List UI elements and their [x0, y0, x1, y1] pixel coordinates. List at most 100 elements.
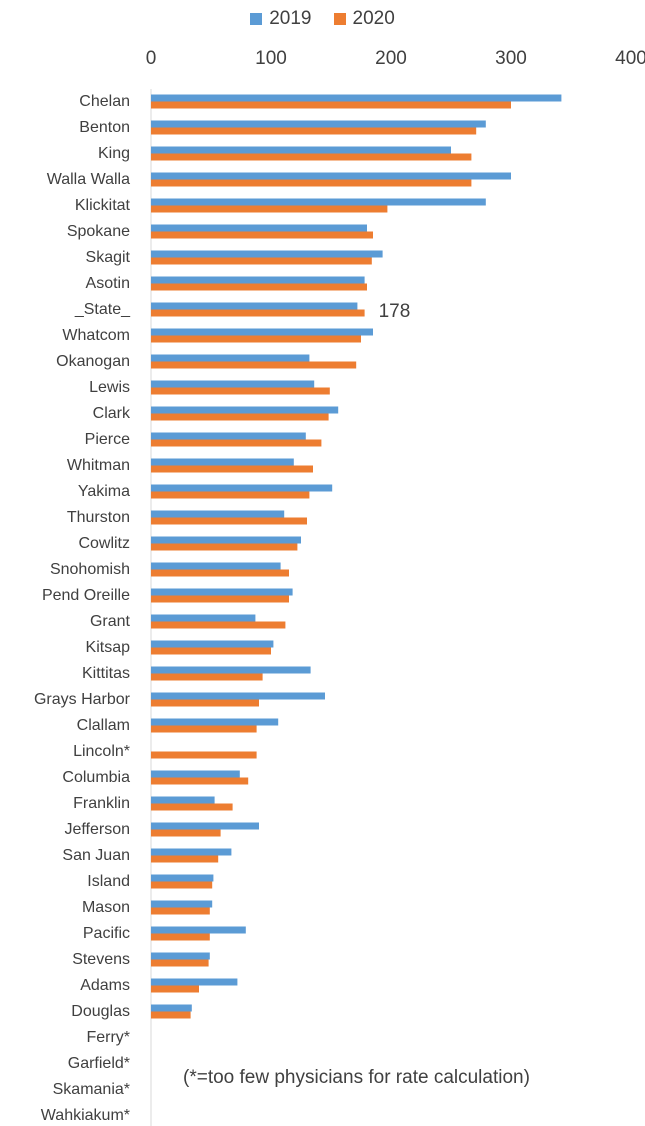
bar-2019 [151, 94, 562, 102]
bar-2019 [151, 588, 293, 596]
legend-item-2019[interactable]: 2019 [250, 8, 312, 30]
bar-2020 [151, 751, 257, 759]
bar-2020 [151, 985, 199, 993]
category-label: Pend Oreille [42, 587, 130, 604]
category-label: Kitsap [86, 639, 131, 656]
bar-2019 [151, 718, 279, 726]
bar-2020 [151, 907, 210, 915]
bar-2019 [151, 458, 294, 466]
bar-2019 [151, 354, 310, 362]
bar-2020 [151, 387, 330, 395]
bar-2019 [151, 172, 511, 180]
bar-2019 [151, 146, 451, 154]
bar-2020 [151, 335, 361, 343]
category-label: Island [87, 873, 130, 890]
chart-legend: 2019 2020 [0, 6, 645, 32]
bar-2020 [151, 101, 511, 109]
category-label: Benton [79, 119, 130, 136]
bar-2020 [151, 699, 259, 707]
chart-footnote: (*=too few physicians for rate calculati… [183, 1067, 530, 1088]
bar-2019 [151, 224, 367, 232]
category-label: _State_ [74, 301, 131, 318]
bar-2019 [151, 406, 339, 414]
legend-swatch-2019 [250, 13, 263, 25]
x-tick-label: 0 [146, 48, 157, 69]
bar-2019 [151, 510, 285, 518]
bar-2020 [151, 283, 367, 291]
bar-2020 [151, 777, 249, 785]
bar-2020 [151, 439, 322, 447]
category-label: Pacific [83, 925, 130, 942]
bar-2019 [151, 328, 373, 336]
bar-2020 [151, 179, 472, 187]
bar-2020 [151, 725, 257, 733]
bar-2019 [151, 848, 232, 856]
x-tick-label: 300 [495, 48, 527, 69]
bar-2020 [151, 595, 289, 603]
bar-2019 [151, 380, 315, 388]
category-label: Garfield* [68, 1055, 130, 1072]
category-label: Okanogan [56, 353, 130, 370]
category-label: Wahkiakum* [41, 1107, 130, 1124]
legend-label-2019: 2019 [269, 8, 312, 29]
category-label: Snohomish [50, 561, 130, 578]
bar-2019 [151, 874, 214, 882]
bar-2019 [151, 666, 311, 674]
bar-2019 [151, 926, 246, 934]
legend-swatch-2020 [333, 13, 346, 25]
bar-2020 [151, 673, 263, 681]
category-label: Douglas [71, 1003, 130, 1020]
bar-2019 [151, 250, 383, 258]
category-label: Walla Walla [47, 171, 130, 188]
bar-2020 [151, 153, 472, 161]
legend-item-2020[interactable]: 2020 [333, 8, 395, 30]
bar-2019 [151, 198, 486, 206]
bar-2020 [151, 803, 233, 811]
bar-2020 [151, 569, 289, 577]
bar-2019 [151, 770, 240, 778]
bar-2020 [151, 543, 298, 551]
bar-2019 [151, 822, 259, 830]
category-label: Yakima [78, 483, 130, 500]
category-label: Mason [82, 899, 130, 916]
bar-2019 [151, 302, 358, 310]
category-label: Whitman [67, 457, 130, 474]
category-label: Jefferson [64, 821, 130, 838]
data-label: 178 [379, 301, 411, 322]
bar-2020 [151, 257, 372, 265]
bar-2019 [151, 1004, 192, 1012]
category-label: Skagit [86, 249, 131, 266]
category-label: Whatcom [62, 327, 130, 344]
category-label: Klickitat [75, 197, 131, 214]
bar-2019 [151, 276, 365, 284]
bar-2020 [151, 127, 477, 135]
bar-2019 [151, 900, 213, 908]
bar-2020 [151, 309, 365, 317]
category-label: Grant [90, 613, 131, 630]
category-label: Chelan [79, 93, 130, 110]
category-label: Lincoln* [73, 743, 130, 760]
bar-2020 [151, 621, 286, 629]
category-label: Columbia [62, 769, 130, 786]
category-label: San Juan [62, 847, 130, 864]
category-label: Pierce [85, 431, 130, 448]
category-label: Clark [93, 405, 131, 422]
bar-2020 [151, 855, 219, 863]
bar-2020 [151, 1011, 191, 1019]
category-label: Lewis [89, 379, 130, 396]
bar-2019 [151, 120, 486, 128]
category-label: Thurston [67, 509, 130, 526]
bar-2019 [151, 562, 281, 570]
category-label: Skamania* [53, 1081, 130, 1098]
bar-2020 [151, 647, 271, 655]
bar-2019 [151, 432, 306, 440]
bar-2019 [151, 692, 325, 700]
category-label: Cowlitz [78, 535, 130, 552]
bar-2020 [151, 413, 329, 421]
category-label: Asotin [86, 275, 130, 292]
x-tick-label: 100 [255, 48, 287, 69]
category-label: Franklin [73, 795, 130, 812]
x-tick-label: 200 [375, 48, 407, 69]
category-label: Ferry* [86, 1029, 130, 1046]
